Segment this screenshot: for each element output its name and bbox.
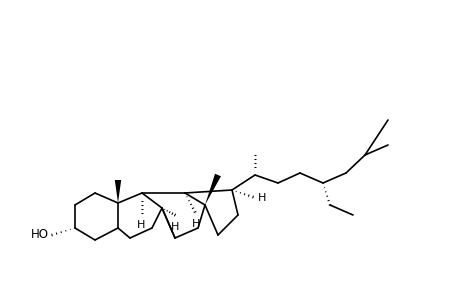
Polygon shape: [205, 174, 220, 205]
Polygon shape: [115, 180, 121, 203]
Text: H: H: [191, 219, 200, 229]
Text: H: H: [170, 222, 179, 232]
Text: HO: HO: [31, 229, 49, 242]
Text: H: H: [257, 193, 266, 203]
Text: H: H: [136, 220, 145, 230]
